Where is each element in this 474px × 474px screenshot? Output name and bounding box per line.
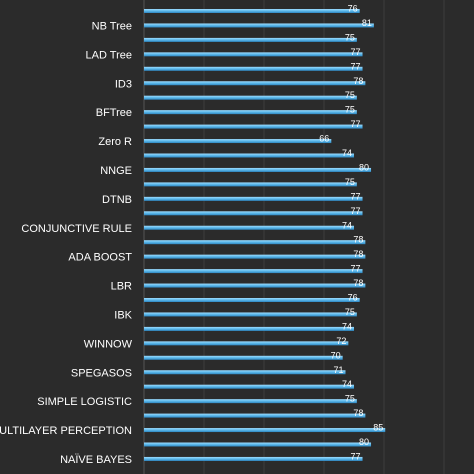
data-label: 74: [342, 321, 352, 331]
bar: [144, 95, 357, 100]
bar: [144, 52, 363, 57]
category-label: NB Tree: [92, 20, 132, 32]
data-label: 78: [353, 278, 363, 288]
category-label: BFTree: [96, 107, 132, 119]
bar: [144, 110, 357, 115]
category-label: SPEGASOS: [71, 367, 132, 379]
bar: [144, 225, 355, 230]
data-label: 80: [359, 162, 369, 172]
bar: [144, 384, 355, 389]
value-labels: 7681757777787575776674807577777478787778…: [319, 4, 383, 462]
bar: [144, 139, 332, 144]
category-label: LAD Tree: [86, 49, 132, 61]
bar: [144, 428, 386, 433]
data-label: 77: [351, 206, 361, 216]
data-label: 75: [345, 105, 355, 115]
data-label: 75: [345, 394, 355, 404]
bar: [144, 240, 366, 245]
bar: [144, 355, 343, 360]
category-label: WINNOW: [84, 338, 133, 350]
bar: [144, 66, 363, 71]
data-label: 78: [353, 408, 363, 418]
bar: [144, 326, 355, 331]
bar: [144, 370, 346, 375]
category-labels: NB Tree LAD Tree ID3 BFTree Zero R NNGE DTNB CO…: [0, 20, 133, 466]
category-label: NAÏVE BAYES: [60, 454, 132, 466]
bar: [144, 283, 366, 288]
data-label: 77: [351, 47, 361, 57]
category-label: DTNB: [102, 194, 132, 206]
category-label: ADA BOOST: [68, 252, 132, 264]
bar: [144, 399, 357, 404]
data-label: 77: [351, 191, 361, 201]
bar: [144, 413, 366, 418]
data-label: 71: [333, 365, 343, 375]
category-label: ID3: [115, 78, 132, 90]
category-label: CONJUNCTIVE RULE: [21, 223, 132, 235]
bar: [144, 37, 357, 42]
data-label: 78: [353, 249, 363, 259]
bar: [144, 456, 363, 461]
data-label: 77: [351, 119, 361, 129]
category-label: Zero R: [98, 136, 132, 148]
data-label: 75: [345, 177, 355, 187]
bar: [144, 312, 357, 317]
data-label: 78: [353, 235, 363, 245]
category-label: MULTILAYER PERCEPTION: [0, 425, 132, 437]
data-label: 74: [342, 220, 352, 230]
bar: [144, 269, 363, 274]
bar: [144, 124, 363, 129]
bars: [144, 9, 386, 461]
bar: [144, 196, 363, 201]
data-label: 85: [373, 423, 383, 433]
data-label: 66: [319, 134, 329, 144]
bar: [144, 81, 366, 86]
bar: [144, 167, 372, 172]
bar: [144, 341, 349, 346]
category-label: IBK: [114, 309, 132, 321]
data-label: 77: [351, 451, 361, 461]
data-label: 76: [348, 293, 358, 303]
data-label: 76: [348, 4, 358, 14]
gridlines: [143, 0, 445, 474]
bar: [144, 9, 360, 13]
data-label: 77: [351, 61, 361, 71]
bar: [144, 211, 363, 216]
data-label: 80: [359, 437, 369, 447]
bar: [144, 153, 355, 158]
data-label: 75: [345, 90, 355, 100]
bar: [144, 298, 360, 302]
bar: [144, 254, 366, 259]
data-label: 72: [336, 336, 346, 346]
bar: [144, 182, 357, 187]
bar: [144, 442, 372, 447]
data-label: 77: [351, 264, 361, 274]
bar: [144, 23, 374, 28]
data-label: 81: [362, 18, 372, 28]
category-label: SIMPLE LOGISTIC: [37, 396, 132, 408]
data-label: 75: [345, 32, 355, 42]
category-label: NNGE: [100, 165, 132, 177]
data-label: 74: [342, 148, 352, 158]
category-label: LBR: [111, 281, 132, 293]
data-label: 70: [331, 350, 341, 360]
data-label: 78: [353, 76, 363, 86]
data-label: 75: [345, 307, 355, 317]
data-label: 74: [342, 379, 352, 389]
